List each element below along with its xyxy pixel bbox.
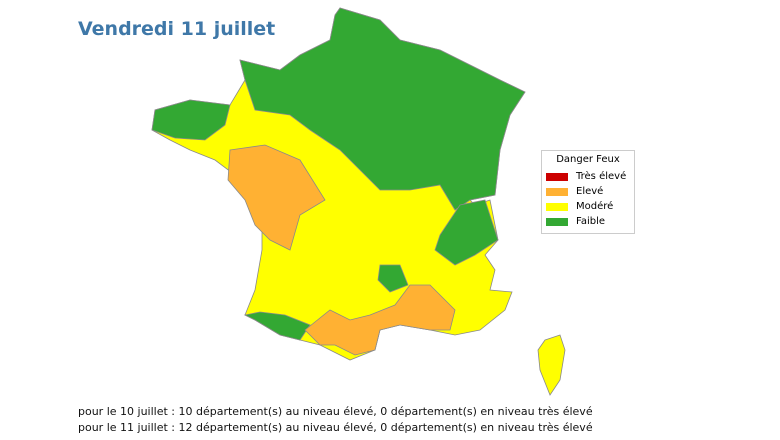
legend-item: Très élevé bbox=[542, 169, 634, 184]
legend-swatch bbox=[546, 187, 568, 196]
region-low bbox=[434, 199, 499, 266]
region-high bbox=[227, 144, 326, 251]
region-low bbox=[377, 264, 409, 293]
legend-label: Faible bbox=[576, 216, 606, 227]
legend-label: Modéré bbox=[576, 201, 614, 212]
legend-item: Modéré bbox=[542, 199, 634, 214]
legend-swatch bbox=[546, 202, 568, 211]
legend: Danger Feux Très élevé Elevé Modéré Faible bbox=[541, 150, 635, 234]
region-low bbox=[243, 311, 311, 341]
legend-title: Danger Feux bbox=[556, 154, 620, 165]
legend-swatch bbox=[546, 217, 568, 226]
region-low bbox=[239, 7, 526, 211]
notes: pour le 10 juillet : 10 département(s) a… bbox=[78, 404, 593, 436]
legend-item: Faible bbox=[542, 214, 634, 229]
legend-label: Très élevé bbox=[576, 171, 627, 182]
region-high bbox=[304, 284, 456, 356]
legend-item: Elevé bbox=[542, 184, 634, 199]
note-line: pour le 11 juillet : 12 département(s) a… bbox=[78, 421, 593, 434]
legend-swatch bbox=[546, 172, 568, 181]
note-line: pour le 10 juillet : 10 département(s) a… bbox=[78, 405, 593, 418]
title: Vendredi 11 juillet bbox=[78, 18, 276, 40]
region-moderate bbox=[537, 334, 566, 396]
legend-label: Elevé bbox=[576, 186, 604, 197]
region-low bbox=[151, 99, 231, 141]
